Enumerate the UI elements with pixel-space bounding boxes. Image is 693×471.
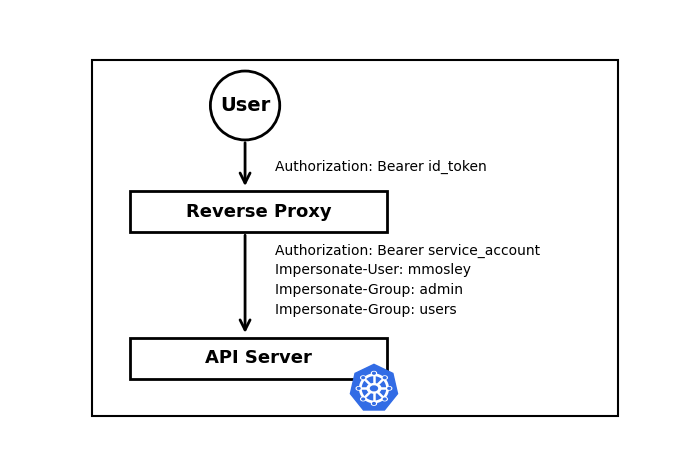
Circle shape xyxy=(387,387,392,390)
Circle shape xyxy=(360,376,366,379)
Bar xyxy=(130,191,387,232)
Circle shape xyxy=(371,402,376,405)
Text: User: User xyxy=(220,96,270,115)
Circle shape xyxy=(371,386,378,391)
Ellipse shape xyxy=(211,71,280,140)
Text: Impersonate-Group: admin: Impersonate-Group: admin xyxy=(274,284,463,298)
Bar xyxy=(130,338,387,379)
Polygon shape xyxy=(351,365,398,410)
Text: Reverse Proxy: Reverse Proxy xyxy=(186,203,331,220)
Circle shape xyxy=(371,372,376,375)
Circle shape xyxy=(373,372,376,374)
Circle shape xyxy=(383,398,386,400)
Circle shape xyxy=(373,403,376,405)
Circle shape xyxy=(383,377,386,379)
Circle shape xyxy=(383,398,387,401)
Text: Impersonate-Group: users: Impersonate-Group: users xyxy=(274,303,456,317)
Text: API Server: API Server xyxy=(205,349,312,367)
Circle shape xyxy=(383,376,387,379)
Circle shape xyxy=(356,387,361,390)
Circle shape xyxy=(360,398,366,401)
Circle shape xyxy=(388,388,391,389)
Circle shape xyxy=(358,388,360,389)
Circle shape xyxy=(362,377,365,379)
Circle shape xyxy=(362,398,365,400)
Circle shape xyxy=(367,384,381,393)
Text: Authorization: Bearer id_token: Authorization: Bearer id_token xyxy=(274,160,486,174)
Text: Impersonate-User: mmosley: Impersonate-User: mmosley xyxy=(274,263,471,277)
Text: Authorization: Bearer service_account: Authorization: Bearer service_account xyxy=(274,244,540,258)
